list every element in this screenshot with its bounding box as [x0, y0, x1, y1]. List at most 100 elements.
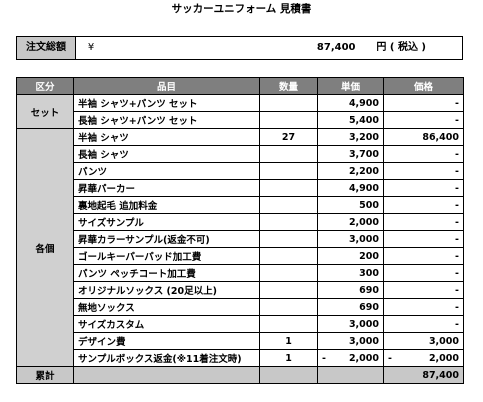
item-cell: 長袖 シャツ: [73, 145, 260, 163]
table-row: パンツ 2,200-: [17, 162, 464, 180]
value: 2,000: [428, 352, 459, 364]
item-cell: サンプルボックス返金(※11着注文時): [73, 349, 260, 367]
item-cell: 裏地起毛 追加料金: [73, 196, 260, 214]
item-cell: 半袖 シャツ+パンツ セット: [73, 94, 260, 112]
item-cell: パンツ ペッチコート加工費: [73, 264, 260, 282]
footer-blank-cell: [317, 366, 384, 384]
quantity-cell: [259, 213, 318, 231]
item-cell: サイズサンプル: [73, 213, 260, 231]
table-row: サンプルボックス返金(※11着注文時) 1-2,000-2,000: [17, 349, 464, 367]
item-cell: サイズカスタム: [73, 315, 260, 333]
unit-price-cell: 3,000: [317, 315, 384, 333]
table-row: 長袖 シャツ+パンツ セット 5,400-: [17, 111, 464, 129]
table-row: 昇華パーカー 4,900-: [17, 179, 464, 197]
table-row: オリジナルソックス (20足以上) 690-: [17, 281, 464, 299]
table-row: セット 半袖 シャツ+パンツ セット 4,900-: [16, 94, 464, 129]
price-cell: -: [383, 111, 464, 129]
table-row: 裏地起毛 追加料金 500-: [17, 196, 464, 214]
item-cell: デザイン費: [73, 332, 260, 350]
order-total-label: 注文総額: [17, 37, 76, 59]
quantity-cell: 27: [259, 128, 318, 146]
price-cell: 3,000: [383, 332, 464, 350]
unit-price-cell: 5,400: [317, 111, 384, 129]
price-cell: -: [383, 315, 464, 333]
table-row: 各個 半袖 シャツ 27 3,200 86,400: [16, 128, 464, 367]
item-cell: 半袖 シャツ: [73, 128, 260, 146]
quantity-cell: 1: [259, 332, 318, 350]
quantity-cell: [259, 94, 318, 112]
quantity-cell: [259, 111, 318, 129]
quantity-cell: [259, 179, 318, 197]
item-cell: 昇華カラーサンプル(返金不可): [73, 230, 260, 248]
unit-price-cell: 2,000: [317, 213, 384, 231]
order-total-amount: 87,400 円 ( 税込 ): [106, 37, 462, 59]
header-category: 区分: [16, 77, 74, 95]
negative-sign: -: [322, 352, 326, 364]
negative-sign: -: [388, 352, 392, 364]
footer-label: 累計: [16, 366, 74, 384]
price-cell: -: [383, 264, 464, 282]
order-total-value: 87,400: [316, 42, 356, 53]
unit-price-cell: 690: [317, 298, 384, 316]
page-title: サッカーユニフォーム 見積書: [171, 3, 312, 15]
price-cell: -: [383, 298, 464, 316]
footer-blank-cell: [259, 366, 318, 384]
quantity-cell: [259, 145, 318, 163]
table-row: サイズサンプル 2,000-: [17, 213, 464, 231]
price-cell: -: [383, 213, 464, 231]
quantity-cell: [259, 315, 318, 333]
price-cell: -: [383, 281, 464, 299]
quantity-cell: [259, 281, 318, 299]
table-row: デザイン費 1 3,000 3,000: [17, 332, 464, 350]
header-item: 品目: [73, 77, 260, 95]
item-cell: 長袖 シャツ+パンツ セット: [73, 111, 260, 129]
estimate-table: 区分 品目 数量 単価 価格 セット 半袖 シャツ+パンツ セット 4,900- 長袖…: [16, 77, 464, 384]
price-cell: 86,400: [383, 128, 464, 146]
unit-price-cell: 3,200: [317, 128, 384, 146]
header-unit-price: 単価: [317, 77, 384, 95]
price-cell: -: [383, 247, 464, 265]
quantity-cell: 1: [259, 349, 318, 367]
table-row: サイズカスタム 3,000-: [17, 315, 464, 333]
item-cell: オリジナルソックス (20足以上): [73, 281, 260, 299]
price-cell: -: [383, 230, 464, 248]
table-row: パンツ ペッチコート加工費 300-: [17, 264, 464, 282]
header-quantity: 数量: [259, 77, 318, 95]
unit-price-cell: - 2,000: [317, 349, 384, 367]
footer-total: 87,400: [383, 366, 464, 384]
footer-blank-cell: [73, 366, 260, 384]
category-cell: セット: [16, 94, 74, 129]
unit-price-cell: 2,200: [317, 162, 384, 180]
quantity-cell: [259, 162, 318, 180]
currency-symbol: ¥: [87, 42, 95, 53]
item-cell: 無地ソックス: [73, 298, 260, 316]
unit-price-cell: 3,700: [317, 145, 384, 163]
price-cell: -: [383, 196, 464, 214]
table-body: セット 半袖 シャツ+パンツ セット 4,900- 長袖 シャツ+パンツ セット 5,4…: [16, 94, 464, 367]
unit-price-cell: 4,900: [317, 94, 384, 112]
quantity-cell: [259, 298, 318, 316]
table-footer-row: 累計 87,400: [16, 366, 464, 384]
price-cell: -: [383, 94, 464, 112]
header-price: 価格: [383, 77, 464, 95]
table-header-row: 区分 品目 数量 単価 価格: [16, 77, 464, 95]
unit-price-cell: 500: [317, 196, 384, 214]
table-row: 昇華カラーサンプル(返金不可) 3,000-: [17, 230, 464, 248]
quantity-cell: [259, 247, 318, 265]
unit-price-cell: 3,000: [317, 230, 384, 248]
item-cell: 昇華パーカー: [73, 179, 260, 197]
unit-price-cell: 4,900: [317, 179, 384, 197]
table-row: ゴールキーパーパッド加工費 200-: [17, 247, 464, 265]
table-row: 長袖 シャツ 3,700-: [17, 145, 464, 163]
price-cell: - 2,000: [383, 349, 464, 367]
table-row: 無地ソックス 690-: [17, 298, 464, 316]
price-cell: -: [383, 145, 464, 163]
value: 2,000: [348, 352, 379, 364]
quantity-cell: [259, 196, 318, 214]
category-cell: 各個: [16, 128, 74, 367]
unit-price-cell: 3,000: [317, 332, 384, 350]
quantity-cell: [259, 230, 318, 248]
quantity-cell: [259, 264, 318, 282]
unit-price-cell: 200: [317, 247, 384, 265]
item-cell: パンツ: [73, 162, 260, 180]
